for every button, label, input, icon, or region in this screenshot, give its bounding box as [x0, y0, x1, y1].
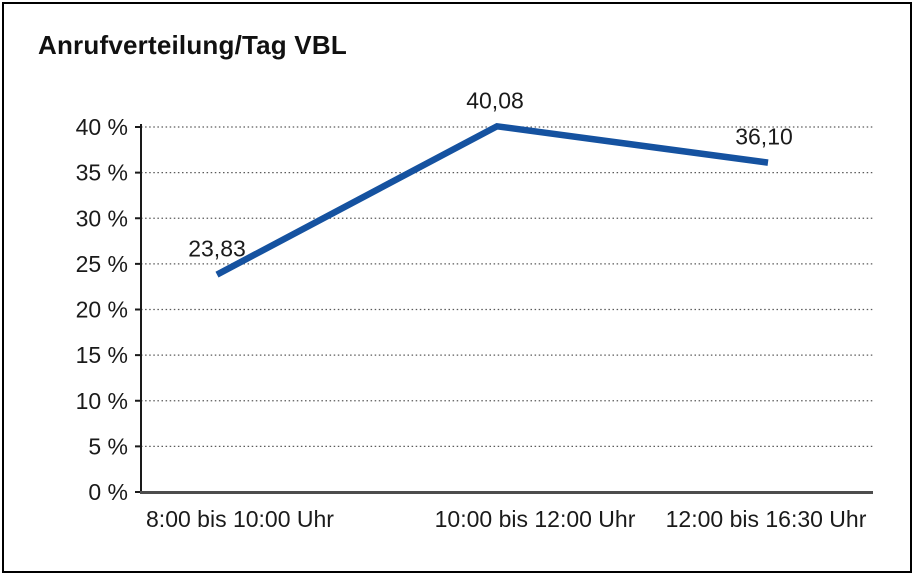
y-axis-tick-label: 0 % — [88, 479, 128, 505]
y-axis-tick-label: 15 % — [76, 342, 128, 368]
x-axis-category-label: 8:00 bis 10:00 Uhr — [146, 506, 334, 532]
chart-title: Anrufverteilung/Tag VBL — [38, 30, 347, 60]
x-axis-category-label: 12:00 bis 16:30 Uhr — [666, 506, 867, 532]
y-axis-tick-label: 40 % — [76, 114, 128, 140]
data-point-label: 36,10 — [735, 124, 793, 150]
data-point-label: 40,08 — [466, 87, 524, 113]
data-series-line — [215, 122, 769, 278]
y-axis-tick-label: 25 % — [76, 251, 128, 277]
y-axis-tick-label: 10 % — [76, 388, 128, 414]
y-axis-tick-label: 30 % — [76, 205, 128, 231]
y-axis-tick-label: 35 % — [76, 160, 128, 186]
data-point-label: 23,83 — [188, 236, 246, 262]
x-axis-category-label: 10:00 bis 12:00 Uhr — [435, 506, 636, 532]
y-axis-tick-label: 20 % — [76, 297, 128, 323]
y-axis-tick-label: 5 % — [88, 433, 128, 459]
